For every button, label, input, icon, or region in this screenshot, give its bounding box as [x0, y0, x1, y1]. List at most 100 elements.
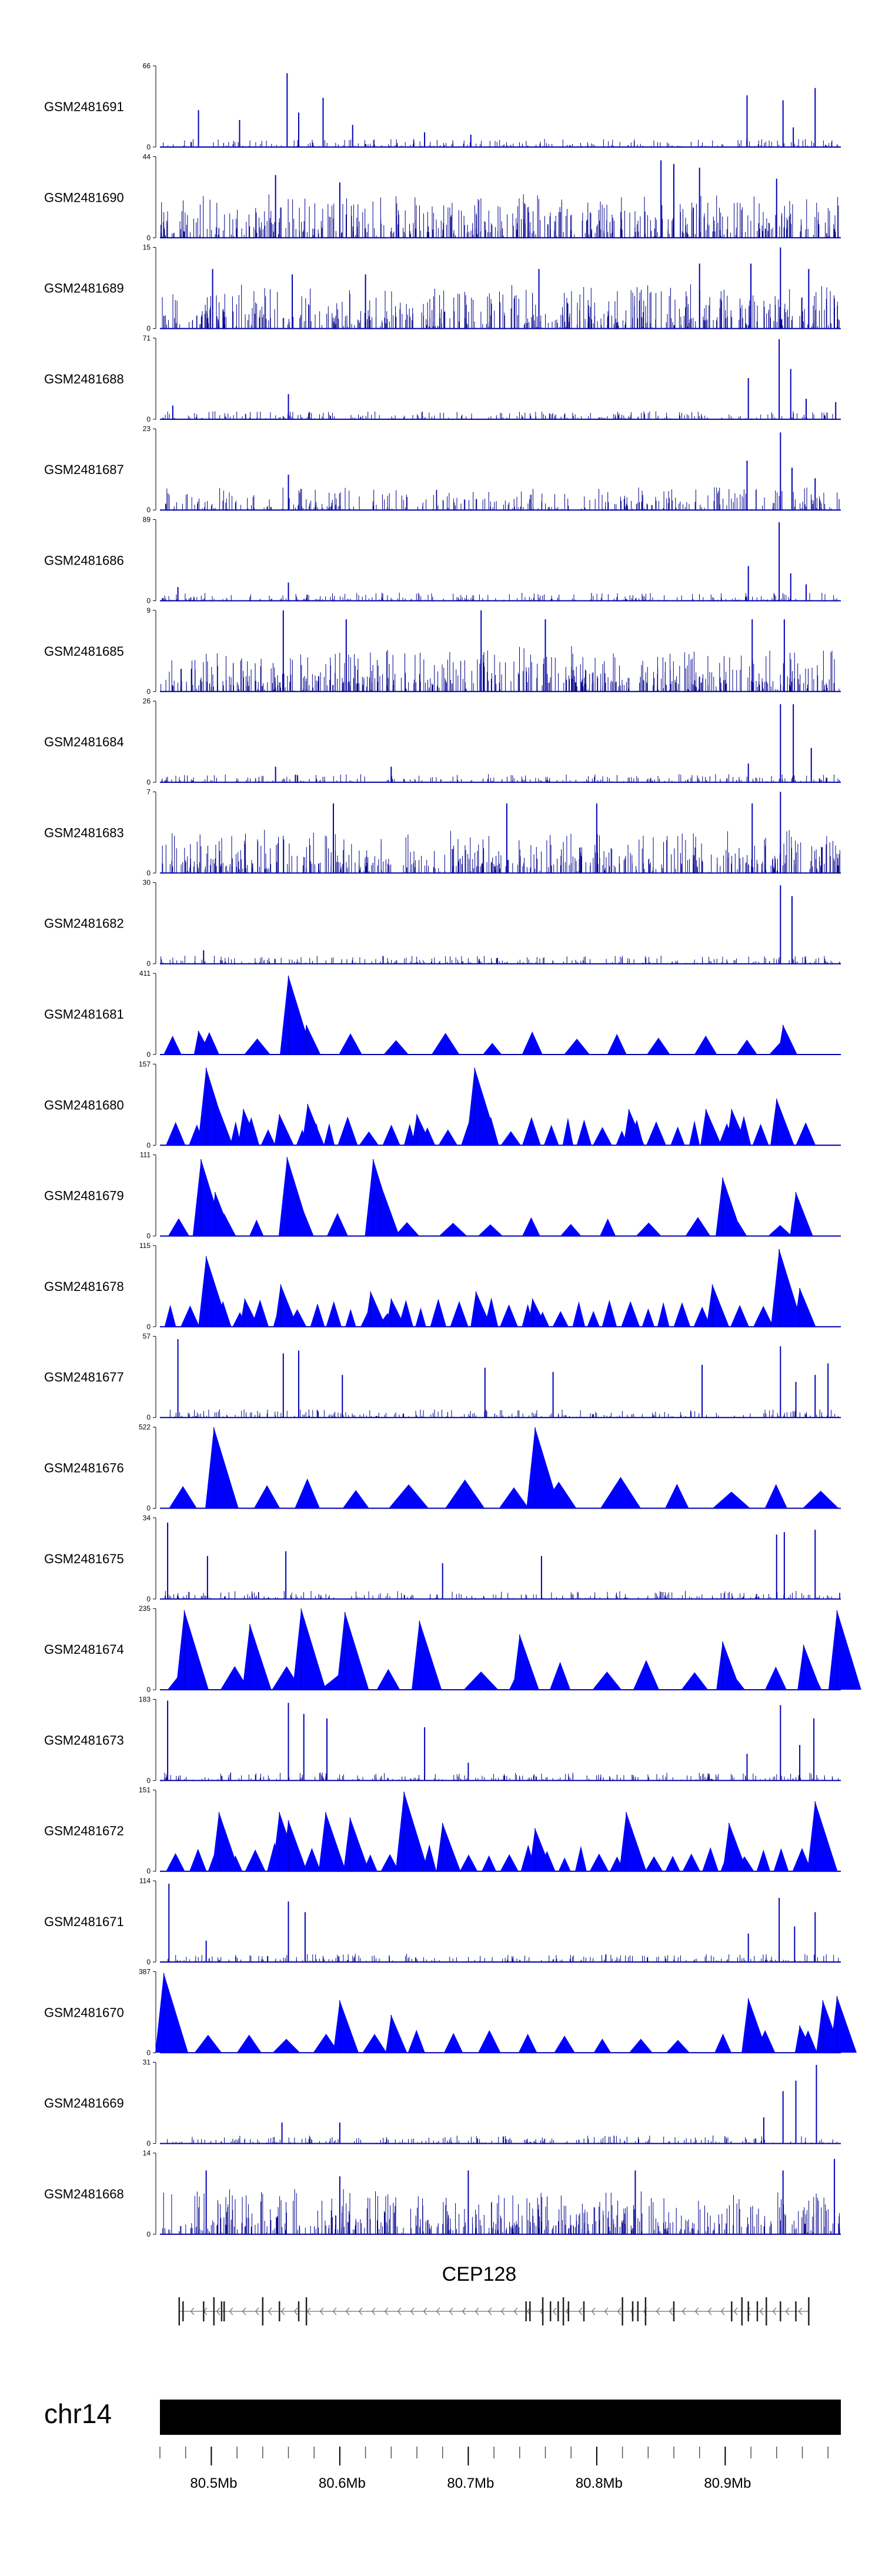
- coverage-peak: [212, 1812, 239, 1871]
- coverage-peak: [706, 1284, 730, 1327]
- y-max-label: 7: [146, 788, 151, 796]
- coverage-peak: [343, 1817, 369, 1871]
- y-max-label: 151: [139, 1786, 151, 1794]
- coverage-peak: [741, 1998, 768, 2053]
- gene-exons: [178, 2297, 810, 2325]
- y-max-label: 411: [139, 969, 151, 977]
- x-axis-tick-label: 80.8Mb: [576, 2475, 623, 2491]
- coverage-peak: [619, 1812, 647, 1871]
- track-label: GSM2481674: [44, 1642, 124, 1657]
- coverage-peak: [700, 1109, 722, 1146]
- coverage-peak: [333, 2000, 359, 2053]
- coverage-peak: [830, 1996, 857, 2053]
- y-max-label: 57: [143, 1332, 151, 1340]
- y-min-label: 0: [146, 143, 151, 151]
- coverage-triangles: [166, 1842, 812, 1871]
- y-min-label: 0: [146, 1595, 151, 1603]
- signal-background: [162, 592, 837, 601]
- y-max-label: 30: [143, 879, 151, 887]
- track-label: GSM2481677: [44, 1370, 124, 1384]
- track-label: GSM2481691: [44, 99, 124, 114]
- y-min-label: 0: [146, 778, 151, 786]
- gene-label: CEP128: [442, 2263, 517, 2285]
- y-min-label: 0: [146, 1232, 151, 1240]
- y-min-label: 0: [146, 1867, 151, 1876]
- signal-background: [160, 194, 839, 238]
- track-label: GSM2481672: [44, 1824, 124, 1838]
- y-max-label: 89: [143, 516, 151, 524]
- coverage-peak: [385, 2015, 407, 2053]
- y-max-label: 44: [143, 152, 151, 161]
- y-max-label: 235: [139, 1604, 151, 1613]
- track-label: GSM2481682: [44, 916, 124, 931]
- signal-background: [161, 1591, 840, 1599]
- track-label: GSM2481678: [44, 1279, 124, 1294]
- y-min-label: 0: [146, 1413, 151, 1422]
- coverage-peak: [828, 1610, 861, 1690]
- coverage-peak: [242, 1624, 272, 1690]
- y-min-label: 0: [146, 233, 151, 242]
- coverage-triangles: [167, 1660, 822, 1690]
- y-max-label: 15: [143, 243, 151, 252]
- y-min-label: 0: [146, 2230, 151, 2238]
- coverage-peak: [238, 1109, 259, 1146]
- y-max-label: 157: [139, 1060, 151, 1068]
- signal-background: [161, 955, 841, 964]
- signal-background: [162, 2189, 840, 2234]
- signal-background: [161, 774, 840, 783]
- coverage-peak: [205, 1427, 239, 1509]
- y-max-label: 31: [143, 2058, 151, 2067]
- coverage-triangles: [164, 1297, 810, 1327]
- chromosome-band: [160, 2400, 841, 2435]
- signal-background: [161, 646, 840, 692]
- coverage-peak: [723, 1823, 747, 1871]
- coverage-peak: [412, 1620, 442, 1690]
- coverage-peak: [466, 1067, 499, 1146]
- y-max-label: 111: [140, 1151, 151, 1159]
- coverage-peak: [412, 1114, 432, 1146]
- track-label: GSM2481680: [44, 1097, 124, 1112]
- y-max-label: 114: [139, 1877, 151, 1885]
- track-label: GSM2481688: [44, 372, 124, 386]
- y-min-label: 0: [146, 960, 151, 968]
- track-label: GSM2481684: [44, 735, 124, 749]
- track-label: GSM2481685: [44, 644, 124, 659]
- coverage-triangles: [165, 2030, 817, 2053]
- y-max-label: 14: [143, 2149, 151, 2157]
- signal-background: [165, 487, 840, 510]
- signal-background: [167, 2135, 840, 2144]
- coverage-triangles: [163, 1031, 794, 1055]
- x-axis-tick-label: 80.6Mb: [319, 2475, 366, 2491]
- y-max-label: 183: [139, 1695, 151, 1703]
- track-label: GSM2481668: [44, 2187, 124, 2201]
- coverage-peak: [176, 1610, 209, 1690]
- coverage-peak: [794, 1287, 816, 1327]
- y-min-label: 0: [146, 1504, 151, 1513]
- coverage-peak: [470, 1291, 492, 1327]
- y-max-label: 522: [139, 1423, 151, 1432]
- coverage-triangles: [168, 1213, 793, 1236]
- coverage-peak: [318, 1812, 346, 1871]
- y-max-label: 23: [143, 425, 151, 433]
- y-min-label: 0: [146, 688, 151, 696]
- x-axis-tick-label: 80.9Mb: [704, 2475, 751, 2491]
- signal-background: [163, 139, 838, 147]
- track-label: GSM2481686: [44, 553, 124, 568]
- y-min-label: 0: [146, 1958, 151, 1966]
- y-min-label: 0: [146, 325, 151, 333]
- y-min-label: 0: [146, 869, 151, 877]
- signal-background: [160, 411, 840, 419]
- signal-background: [162, 829, 840, 873]
- y-max-label: 66: [143, 62, 151, 70]
- track-label: GSM2481675: [44, 1551, 124, 1566]
- coverage-peak: [365, 1291, 386, 1327]
- coverage-peak: [336, 1611, 369, 1690]
- y-min-label: 0: [146, 597, 151, 605]
- signal-background: [163, 1954, 840, 1962]
- coverage-peak: [526, 1427, 560, 1509]
- track-label: GSM2481676: [44, 1461, 124, 1476]
- coverage-peak: [527, 1298, 547, 1327]
- y-min-label: 0: [146, 1686, 151, 1694]
- chromosome-label: chr14: [44, 2398, 112, 2429]
